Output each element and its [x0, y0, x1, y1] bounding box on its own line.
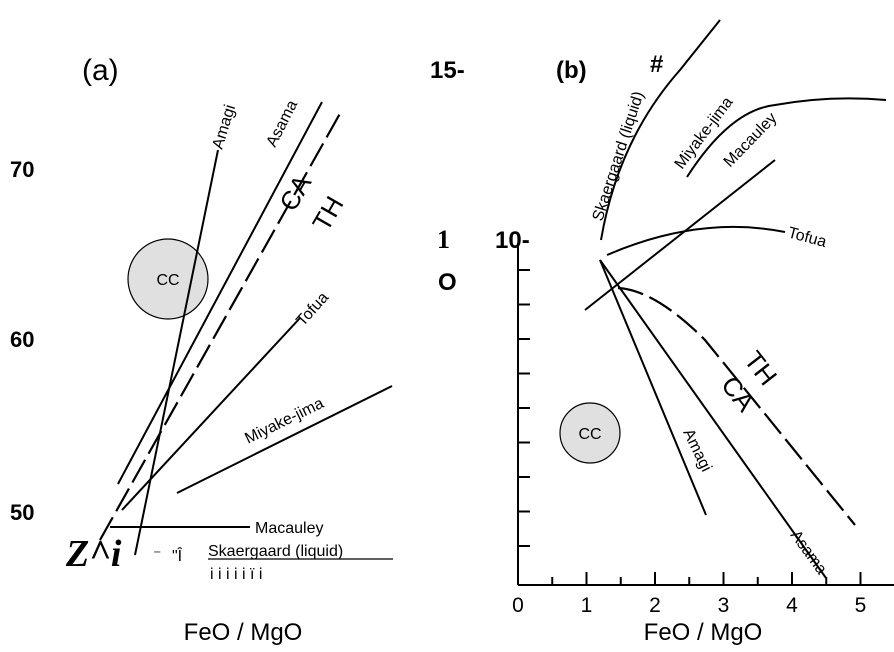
series-label-macauley: Macauley — [255, 520, 323, 537]
stray-text-mid: "Î — [172, 546, 183, 565]
panel-b-x-ticks: 0 1 2 3 4 5 — [512, 572, 866, 617]
stray-tick-glyphs: i i i i i ï i — [210, 566, 262, 583]
series-label-skaergaard: Skaergaard (liquid) — [590, 89, 648, 223]
stray-text-dash: ⁻ — [153, 547, 161, 564]
y-tick-label-60: 60 — [10, 327, 34, 352]
x-tick-label-3: 3 — [718, 594, 730, 617]
panel-b-label: (b) — [556, 57, 587, 84]
series-label-amagi: Amagi — [210, 103, 240, 151]
series-label-tofua-b: Tofua — [786, 224, 828, 251]
series-line-ca-th-dashed — [99, 109, 343, 541]
y-tick-label-70: 70 — [10, 157, 34, 182]
cc-field-label: CC — [156, 272, 179, 289]
panel-a-y-tick-labels: 70 60 50 — [10, 157, 34, 525]
panel-a-x-axis-title: FeO / MgO — [184, 619, 303, 646]
panel-b-mark: # — [650, 51, 663, 78]
series-curve-tofua — [606, 225, 786, 256]
y-side-char-o: O — [438, 269, 457, 296]
stray-text-left: Z^i — [65, 533, 122, 575]
y-tick-label-15: 15- — [430, 57, 465, 84]
series-line-miyake-jima — [176, 385, 393, 494]
series-label-th: TH — [306, 191, 349, 236]
y-tick-label-10: 10- — [495, 227, 530, 254]
panel-b-x-axis-title: FeO / MgO — [644, 619, 763, 646]
series-line-amagi — [134, 149, 219, 556]
series-label-amagi-b: Amagi — [679, 426, 714, 474]
series-label-tofua: Tofua — [293, 289, 332, 330]
x-tick-label-4: 4 — [786, 594, 798, 617]
cc-field-circle-b — [559, 402, 621, 464]
series-line-tofua — [121, 317, 301, 511]
series-label-asama-b: Asama — [787, 527, 830, 577]
series-curve-skaergaard — [600, 19, 721, 241]
y-tick-label-50: 50 — [10, 500, 34, 525]
series-line-amagi-b — [599, 259, 707, 516]
series-curve-miyake-jima — [686, 97, 887, 178]
panel-a-label: (a) — [82, 54, 119, 87]
skaergaard-liquid-label: Skaergaard (liquid) — [208, 543, 343, 560]
series-label-asama: Asama — [263, 98, 301, 150]
panel-b-y-ticks — [518, 269, 530, 547]
x-tick-label-0: 0 — [512, 594, 524, 617]
series-curve-th-ca — [617, 286, 856, 526]
cc-field-label-b: CC — [578, 426, 601, 443]
x-tick-label-1: 1 — [581, 594, 593, 617]
x-tick-label-2: 2 — [649, 594, 661, 617]
x-tick-label-5: 5 — [855, 594, 867, 617]
series-line-asama — [117, 101, 323, 485]
panel-b: (b) # 15- 10- 1 O 0 1 2 3 4 5 CC Skaergaard (… — [430, 19, 894, 646]
y-side-char-1: 1 — [437, 225, 450, 254]
series-label-ca: CA — [273, 169, 317, 216]
series-line-asama-b — [599, 259, 827, 579]
